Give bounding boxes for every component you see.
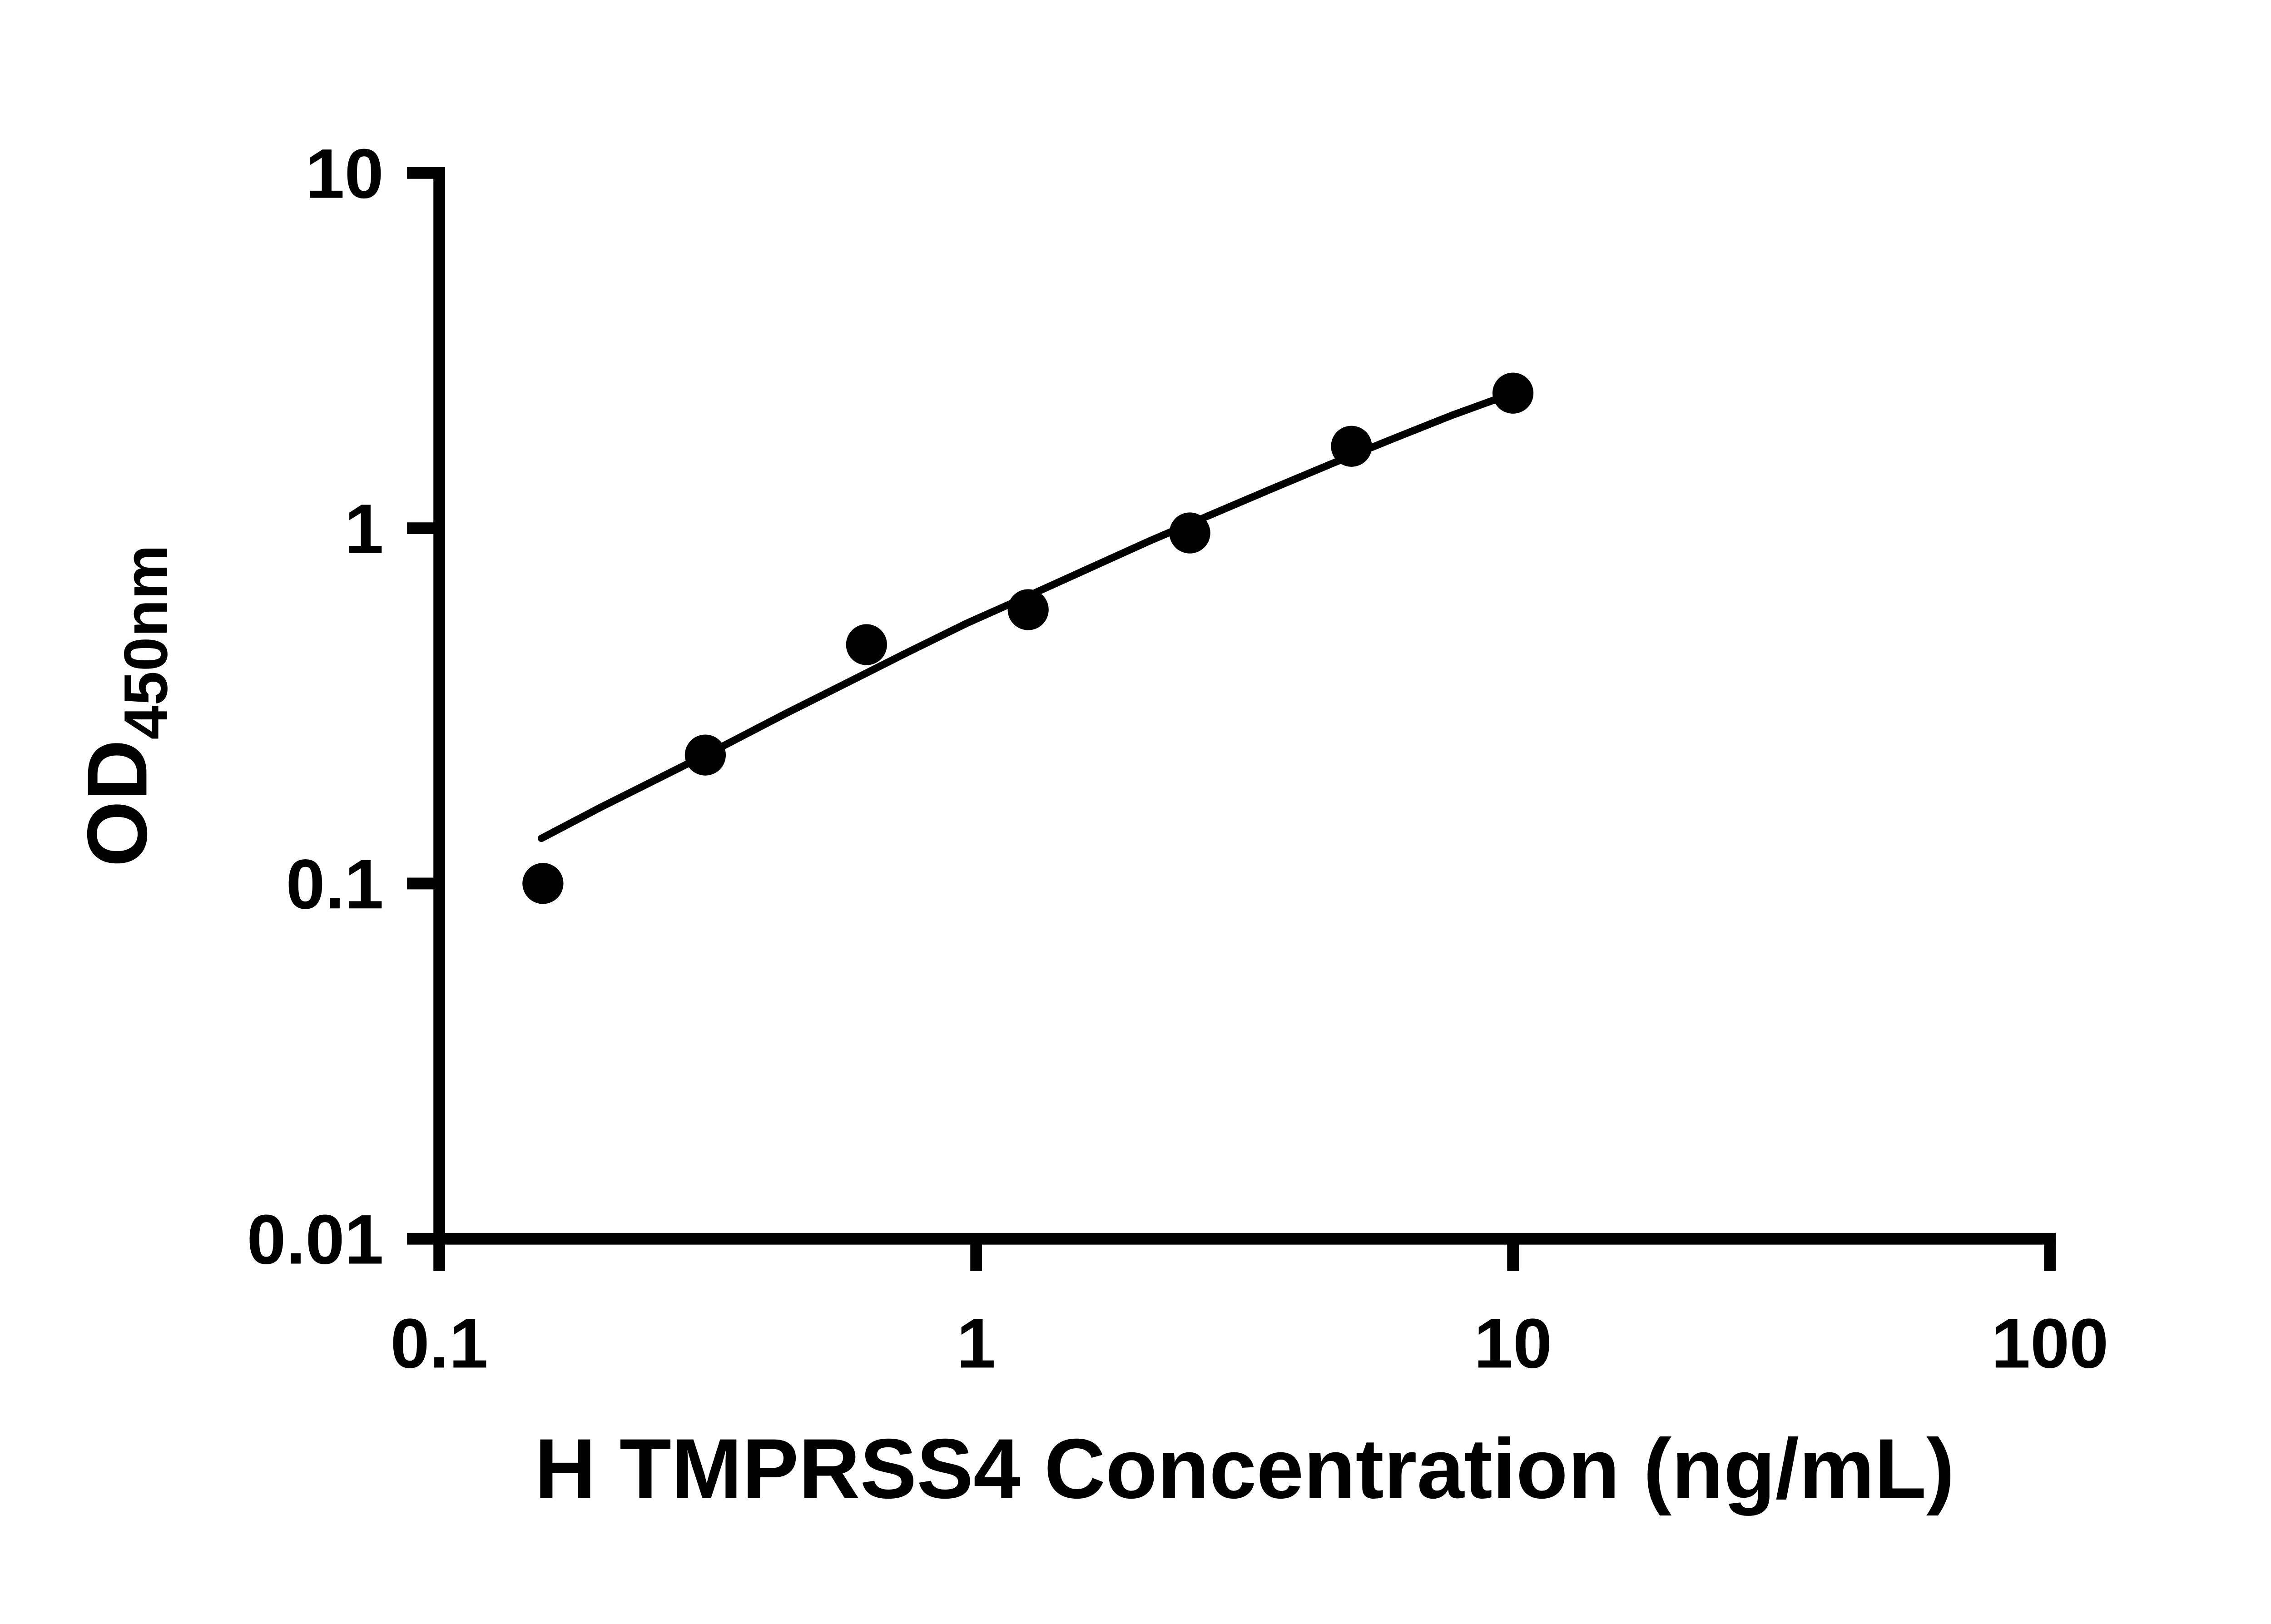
y-tick-label: 0.01	[247, 1200, 383, 1279]
y-tick-label: 0.1	[286, 845, 384, 923]
y-tick-label: 1	[345, 490, 384, 568]
axis-spines	[433, 167, 2056, 1245]
y-tick-label: 10	[306, 134, 384, 213]
data-point	[1331, 426, 1372, 467]
x-tick-label: 100	[1991, 1304, 2108, 1382]
y-axis-title-subscript: 450nm	[111, 545, 180, 740]
x-axis-title: H TMPRSS4 Concentration (ng/mL)	[535, 1421, 1955, 1516]
data-point	[684, 734, 726, 776]
data-point	[846, 624, 887, 665]
data-point	[1169, 512, 1210, 554]
y-axis-title: OD450nm	[69, 545, 180, 867]
data-point	[522, 863, 564, 904]
x-tick-label: 0.1	[391, 1304, 488, 1382]
x-tick-label: 1	[957, 1304, 996, 1382]
data-point	[1492, 372, 1534, 414]
x-tick-label: 10	[1474, 1304, 1552, 1382]
data-point	[1007, 589, 1049, 630]
y-axis-title-main: OD	[69, 740, 164, 867]
